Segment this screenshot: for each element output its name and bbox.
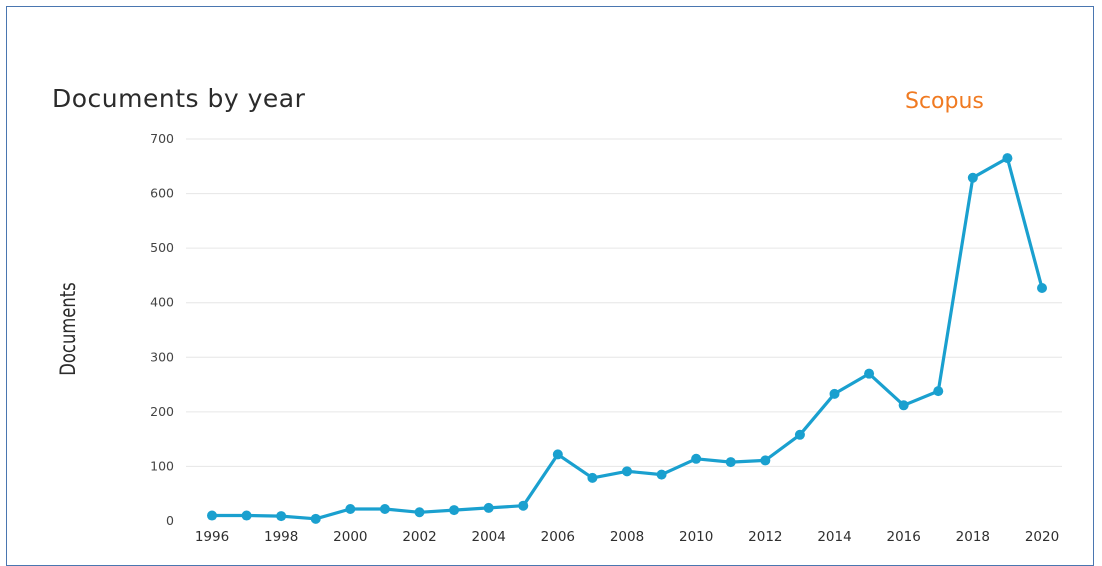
- x-tick-label-2018: 2018: [956, 529, 990, 545]
- data-point-2015: [864, 368, 875, 379]
- data-point-2006: [552, 449, 563, 460]
- data-point-2013: [794, 429, 805, 440]
- y-tick-label-400: 400: [150, 295, 174, 310]
- data-point-1996: [207, 510, 217, 521]
- chart-title: Documents by year: [52, 84, 306, 113]
- data-point-1998: [276, 511, 287, 522]
- x-tick-label-1996: 1996: [195, 529, 229, 545]
- data-point-2007: [587, 472, 598, 483]
- scopus-brand-label: Scopus: [905, 89, 984, 114]
- x-tick-label-2014: 2014: [817, 529, 851, 545]
- y-tick-label-300: 300: [150, 349, 174, 364]
- series-line-0: [210, 156, 1044, 521]
- y-tick-label-100: 100: [150, 458, 174, 473]
- x-tick-label-2006: 2006: [541, 529, 575, 545]
- y-tick-label-200: 200: [150, 404, 174, 419]
- y-tick-label-700: 700: [150, 131, 174, 146]
- data-point-2020: [1037, 282, 1047, 293]
- y-tick-label-600: 600: [150, 186, 174, 201]
- data-point-2014: [829, 388, 840, 399]
- x-tick-label-1998: 1998: [264, 529, 298, 545]
- y-tick-label-0: 0: [166, 513, 174, 528]
- chart-frame: [6, 6, 1094, 566]
- x-tick-label-2010: 2010: [679, 529, 713, 545]
- data-point-2005: [518, 500, 529, 511]
- x-tick-label-2020: 2020: [1025, 529, 1059, 545]
- data-point-2001: [379, 503, 390, 514]
- documents-line-chart: 0 100 200 300 400 500 600 700 1996 1998 2000 2002 20…: [150, 131, 1062, 545]
- x-tick-label-2008: 2008: [610, 529, 644, 545]
- x-tick-label-2002: 2002: [402, 529, 436, 545]
- data-point-2009: [656, 469, 667, 480]
- x-tick-label-2016: 2016: [886, 529, 920, 545]
- x-tick-label-2000: 2000: [333, 529, 367, 545]
- data-point-2004: [483, 502, 494, 513]
- data-point-2018: [967, 172, 978, 183]
- data-point-2019: [1002, 153, 1013, 164]
- data-point-2016: [898, 400, 909, 411]
- data-point-2002: [414, 507, 425, 518]
- y-tick-label-500: 500: [150, 240, 174, 255]
- data-point-2003: [449, 505, 460, 516]
- data-point-1997: [241, 510, 252, 521]
- data-point-2000: [345, 503, 356, 514]
- data-point-2017: [933, 386, 944, 397]
- data-point-2011: [725, 457, 736, 468]
- x-tick-label-2012: 2012: [748, 529, 782, 545]
- data-point-1999: [310, 513, 321, 524]
- data-point-2012: [760, 455, 771, 466]
- x-tick-label-2004: 2004: [471, 529, 505, 545]
- data-point-2010: [691, 453, 702, 464]
- data-point-2008: [622, 466, 632, 477]
